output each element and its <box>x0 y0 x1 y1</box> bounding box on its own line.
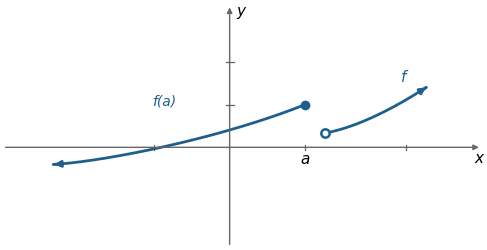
Text: f(a): f(a) <box>152 95 176 109</box>
Text: f: f <box>401 70 406 85</box>
Text: y: y <box>236 4 245 19</box>
Text: a: a <box>300 152 310 167</box>
Text: x: x <box>475 151 484 166</box>
